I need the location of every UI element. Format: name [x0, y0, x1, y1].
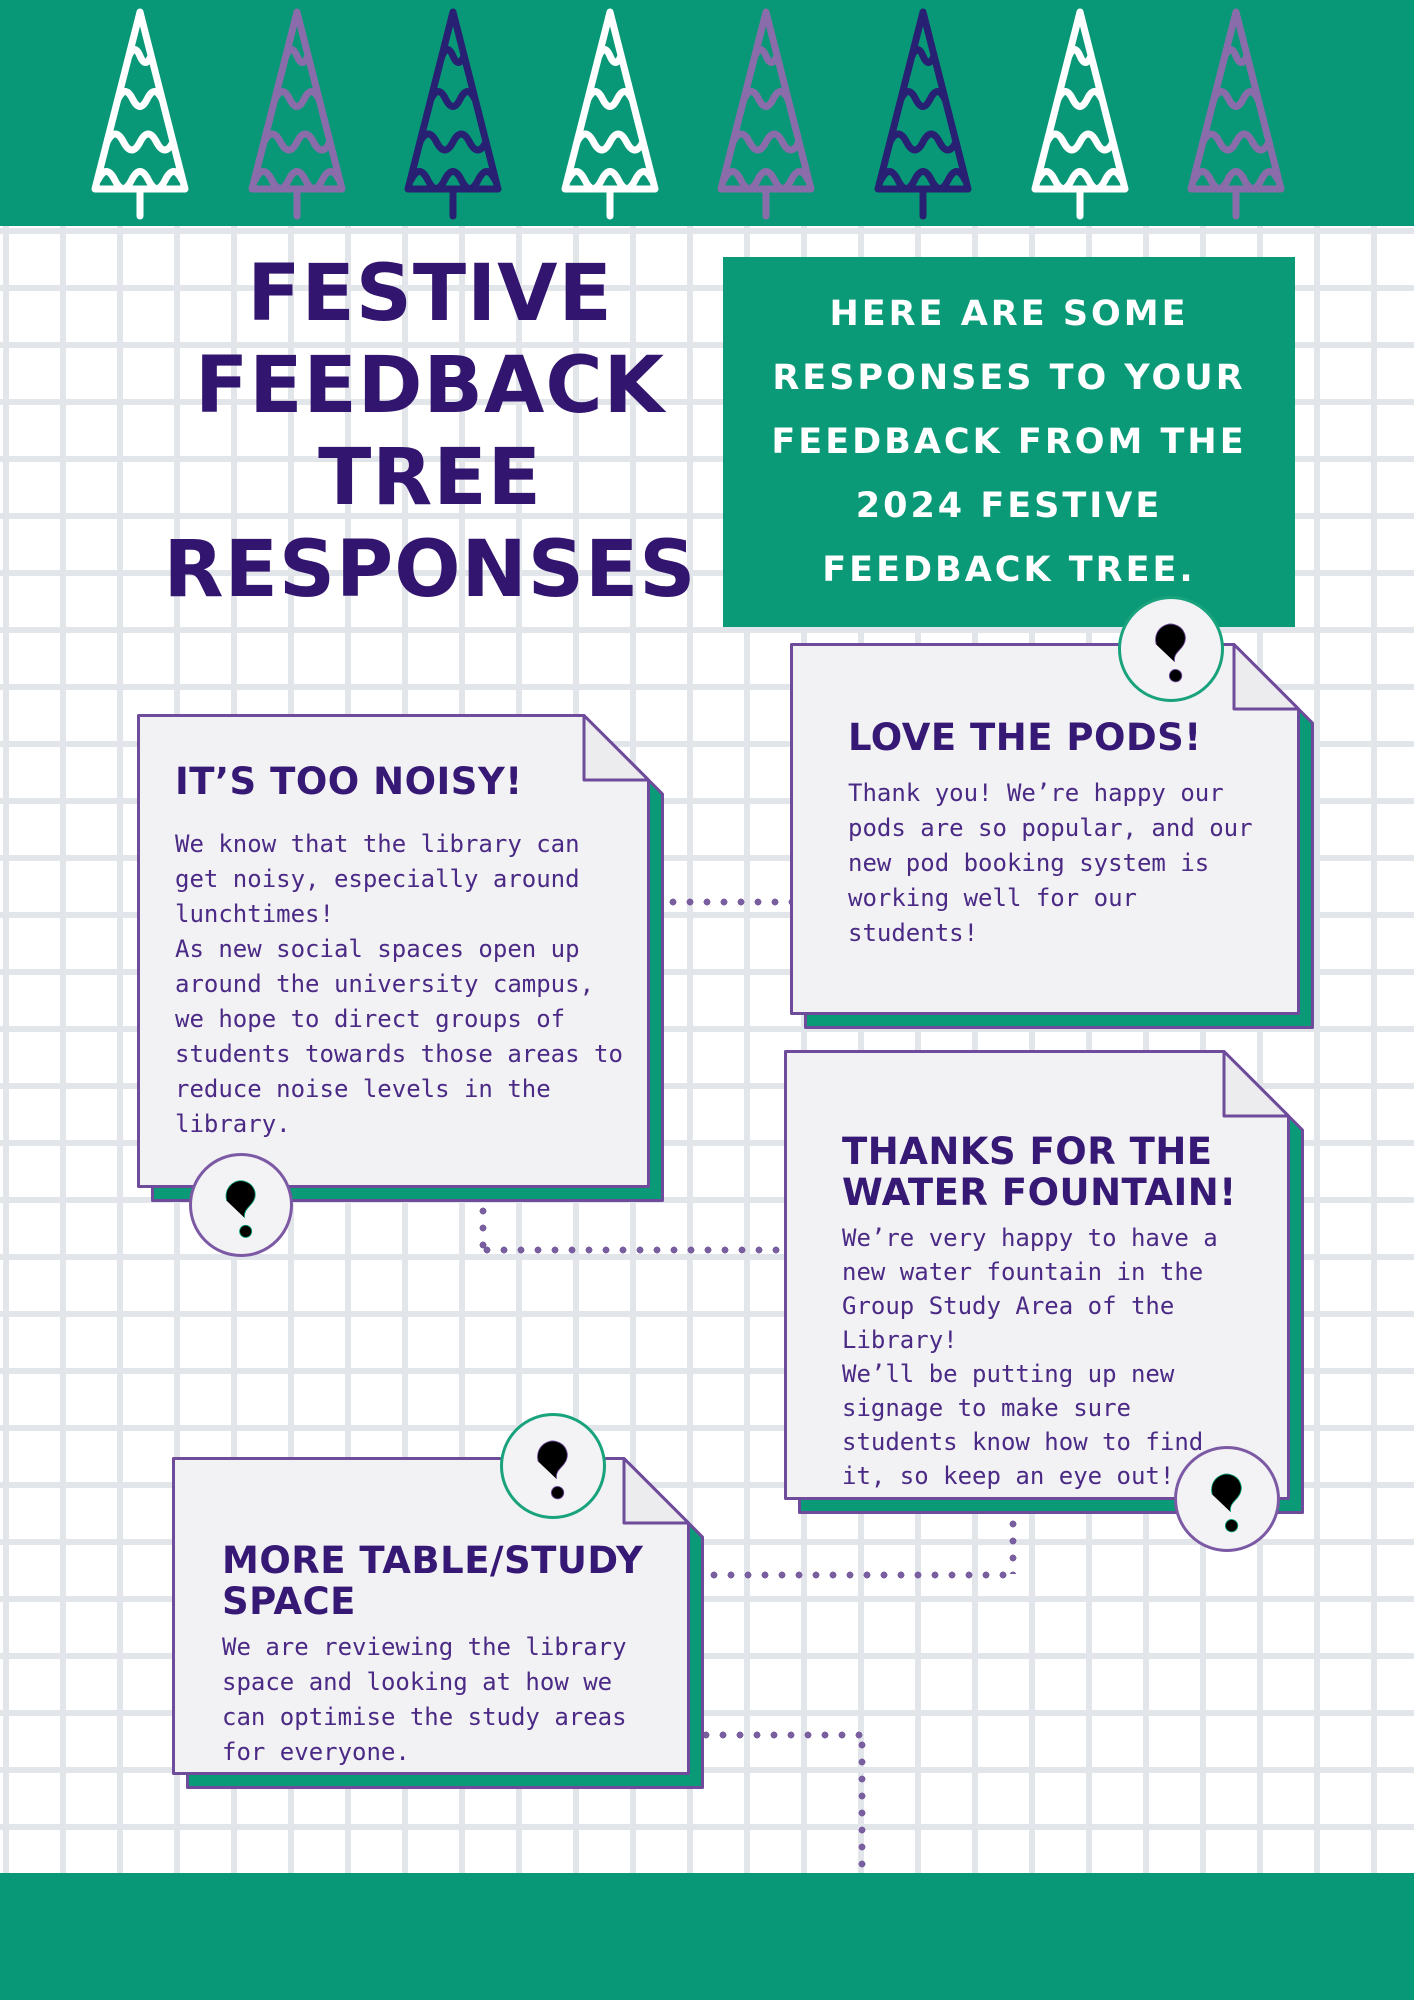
card-pods-body: Thank you! We’re happy our pods are so p… — [848, 779, 1253, 947]
intro-text: HERE ARE SOME RESPONSES TO YOUR FEEDBACK… — [771, 294, 1247, 590]
card-fountain: THANKS FOR THE WATER FOUNTAIN! We’re ver… — [784, 1050, 1304, 1514]
question-mark-icon — [1118, 596, 1224, 702]
card-pods-heading: LOVE THE PODS! — [848, 716, 1202, 759]
card-fountain-body: We’re very happy to have a new water fou… — [842, 1224, 1218, 1490]
paper-shape — [784, 1050, 1304, 1514]
card-study-body: We are reviewing the library space and l… — [222, 1633, 627, 1766]
question-mark-icon — [189, 1153, 293, 1257]
christmas-tree-icon — [90, 4, 190, 229]
card-noisy: IT’S TOO NOISY! We know that the library… — [137, 714, 664, 1202]
card-study: MORE TABLE/STUDY SPACE We are reviewing … — [172, 1457, 704, 1789]
christmas-tree-icon — [247, 4, 347, 229]
connector-noisy-to-pods — [648, 898, 790, 906]
paper-shape — [137, 714, 664, 1202]
card-noisy-body: We know that the library can get noisy, … — [175, 830, 623, 1138]
page-title: FESTIVE FEEDBACK TREE RESPONSES — [163, 249, 697, 615]
intro-box: HERE ARE SOME RESPONSES TO YOUR FEEDBACK… — [723, 257, 1295, 627]
christmas-tree-icon — [716, 4, 816, 229]
connector-fountain-down — [1009, 1516, 1017, 1574]
card-study-heading: MORE TABLE/STUDY SPACE — [222, 1539, 644, 1623]
christmas-tree-icon — [1030, 4, 1130, 229]
christmas-tree-icon — [560, 4, 660, 229]
connector-to-study — [706, 1571, 1014, 1579]
card-pods: LOVE THE PODS! Thank you! We’re happy ou… — [790, 643, 1314, 1029]
festive-banner — [0, 0, 1414, 226]
question-mark-icon — [1174, 1446, 1280, 1552]
card-fountain-heading: THANKS FOR THE WATER FOUNTAIN! — [842, 1130, 1237, 1214]
card-noisy-heading: IT’S TOO NOISY! — [175, 760, 523, 803]
connector-to-footer — [858, 1737, 866, 1870]
connector-study-right — [698, 1731, 868, 1739]
footer-bar — [0, 1873, 1414, 2000]
christmas-tree-icon — [873, 4, 973, 229]
question-mark-icon — [500, 1413, 606, 1519]
connector-noisy-down — [479, 1203, 487, 1253]
paper-shape — [172, 1457, 704, 1789]
christmas-tree-icon — [1186, 4, 1286, 229]
connector-to-fountain — [479, 1246, 787, 1254]
christmas-tree-icon — [403, 4, 503, 229]
